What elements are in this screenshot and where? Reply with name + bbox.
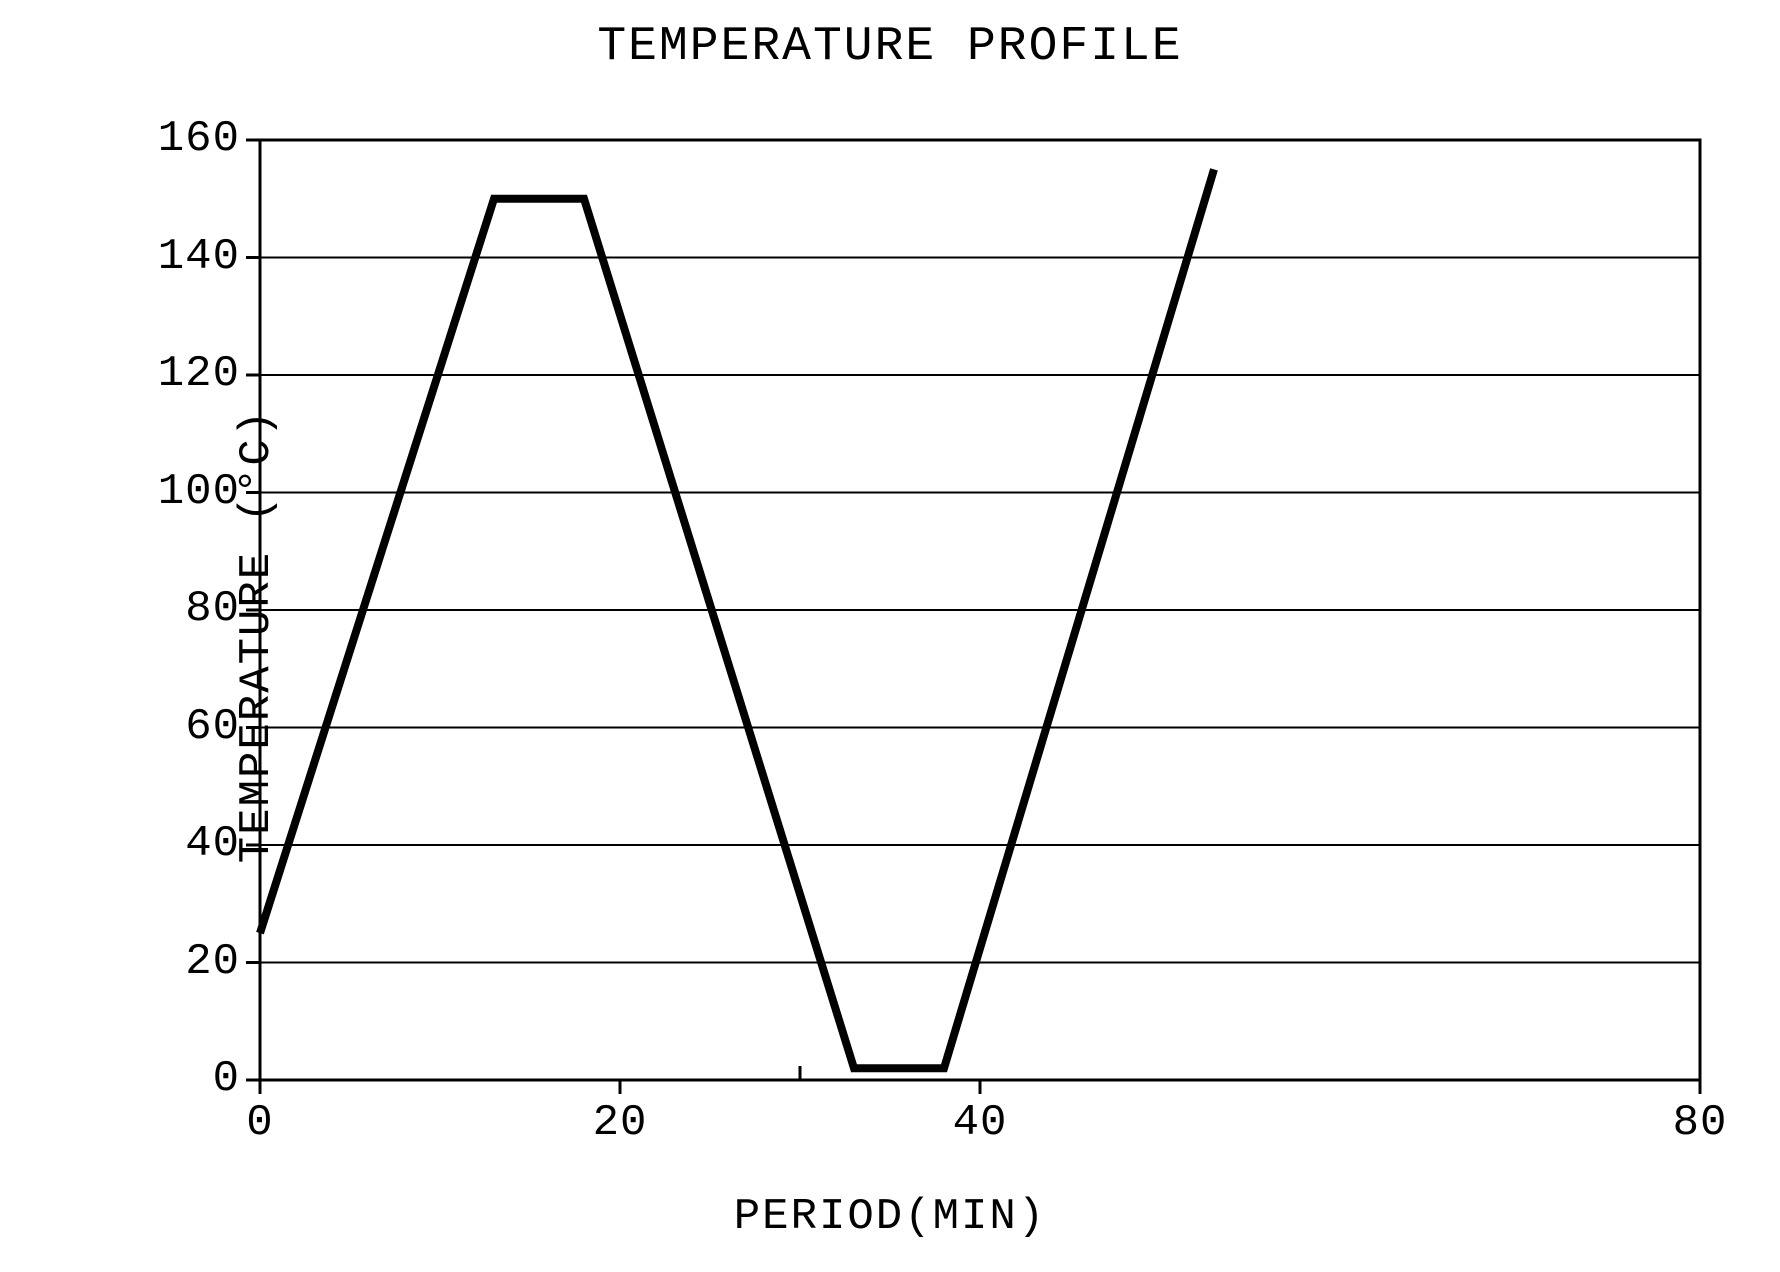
x-tick-label: 0 (220, 1098, 300, 1148)
y-tick-label: 80 (140, 584, 240, 634)
x-tick-label: 20 (580, 1098, 660, 1148)
y-tick-label: 40 (140, 819, 240, 869)
y-tick-label: 160 (140, 114, 240, 164)
chart-container: TEMPERATURE PROFILE TEMPERATURE (°C) PER… (0, 0, 1780, 1272)
data-line (260, 169, 1214, 1068)
y-tick-label: 140 (140, 232, 240, 282)
y-tick-label: 120 (140, 349, 240, 399)
y-tick-label: 20 (140, 937, 240, 987)
y-tick-label: 0 (140, 1054, 240, 1104)
chart-svg (0, 0, 1780, 1272)
x-tick-label: 40 (940, 1098, 1020, 1148)
x-tick-label: 80 (1660, 1098, 1740, 1148)
y-tick-label: 100 (140, 467, 240, 517)
y-tick-label: 60 (140, 702, 240, 752)
